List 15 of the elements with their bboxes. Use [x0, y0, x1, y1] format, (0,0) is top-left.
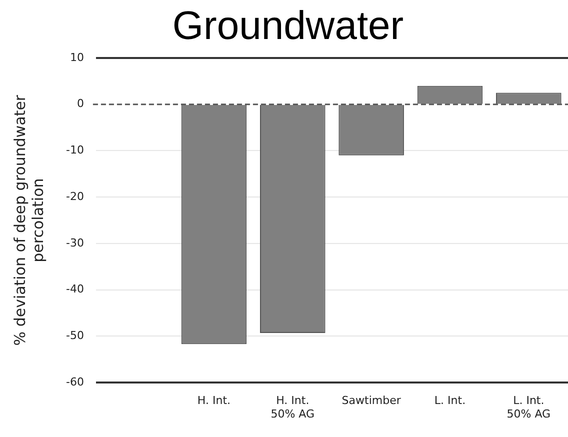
- x-tick-label: L. Int. 50% AG: [506, 394, 551, 420]
- y-tick-label: 0: [76, 97, 84, 110]
- x-tick-label: Sawtimber: [342, 394, 402, 408]
- x-tick-label: L. Int.: [434, 394, 466, 408]
- y-tick-label: -40: [66, 282, 84, 296]
- y-axis-title: % deviation of deep groundwater percolation: [10, 94, 47, 346]
- y-tick-label: -20: [66, 190, 84, 203]
- y-tick-label: 10: [70, 50, 84, 64]
- y-tick-label: -30: [66, 236, 84, 250]
- y-tick-label: -60: [66, 375, 84, 388]
- x-tick-label: H. Int. 50% AG: [270, 394, 315, 420]
- chart-title: Groundwater: [172, 4, 404, 48]
- y-tick-label: -10: [66, 144, 84, 157]
- x-tick-label: H. Int.: [197, 394, 231, 408]
- y-tick-label: -50: [66, 329, 84, 342]
